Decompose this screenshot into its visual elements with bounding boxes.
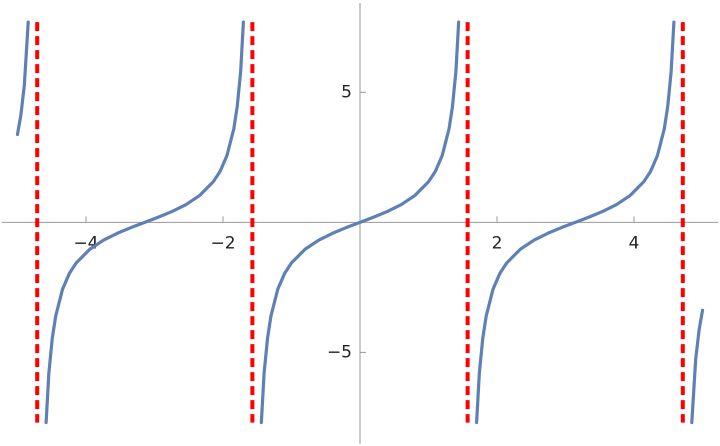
x-tick-label: 2 xyxy=(492,233,503,253)
x-tick-label: −4 xyxy=(73,233,98,253)
y-tick-label: −5 xyxy=(327,342,352,362)
x-tick-label: 4 xyxy=(629,233,640,253)
x-tick-label: −2 xyxy=(210,233,235,253)
y-tick-label: 5 xyxy=(341,82,352,102)
curve xyxy=(15,20,705,425)
